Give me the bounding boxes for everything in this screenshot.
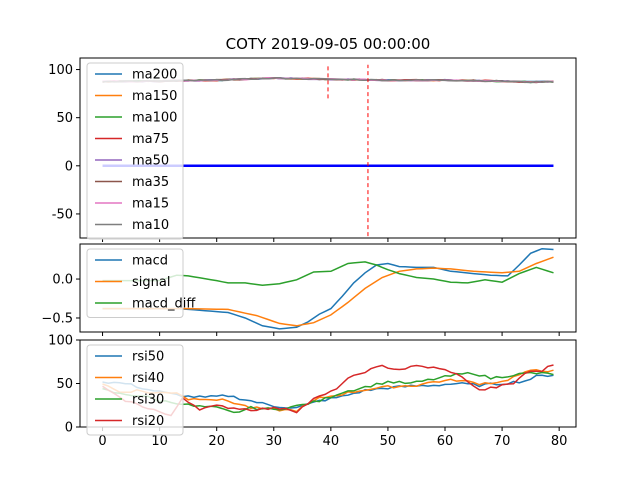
legend-label-ma75: ma75	[132, 132, 169, 147]
panel-rsi: 0 50 100 0 10 20 30 40 50 60 70 80 rsi50 rsi40 rsi30 rs…	[48, 334, 577, 449]
legend-label-rsi20: rsi20	[132, 414, 164, 429]
x-tick-label: 50	[380, 434, 397, 449]
x-tick-label: 80	[551, 434, 568, 449]
legend-label-ma150: ma150	[132, 89, 177, 104]
axes-frame-price-ma	[79, 57, 577, 239]
legend-box	[86, 248, 184, 318]
y-tick-label: 50	[56, 377, 73, 392]
y-tick-label: 50	[56, 111, 73, 126]
y-tick-label: 100	[48, 63, 73, 78]
legend-box	[86, 344, 184, 436]
x-tick-label: 60	[437, 434, 454, 449]
axes-frame-macd	[79, 243, 577, 333]
chart-title: COTY 2019-09-05 00:00:00	[226, 35, 431, 53]
x-tick-label: 40	[323, 434, 340, 449]
y-tick-label: -50	[52, 207, 73, 222]
legend-label-macd: macd	[132, 254, 168, 269]
x-tick-label: 70	[494, 434, 511, 449]
legend-label-ma50: ma50	[132, 154, 169, 169]
x-tick-label: 20	[208, 434, 225, 449]
y-tick-label: 0	[65, 159, 73, 174]
y-tick-label: 0.0	[52, 273, 73, 288]
panel-macd: −0.5 0.0 macd signal macd_diff	[41, 243, 577, 336]
legend-label-macd_diff: macd_diff	[132, 297, 196, 312]
y-tick-label: −0.5	[41, 311, 73, 326]
panel-price-ma: -50 0 50 100 ma200 ma150 ma100 ma75 ma50 ma35 ma15…	[48, 57, 577, 242]
legend-label-ma200: ma200	[132, 68, 177, 83]
legend-label-rsi50: rsi50	[132, 350, 164, 365]
legend-label-ma15: ma15	[132, 197, 169, 212]
legend-label-ma35: ma35	[132, 175, 169, 190]
x-tick-label: 30	[266, 434, 283, 449]
y-tick-label: 100	[48, 334, 73, 349]
x-tick-label: 0	[98, 434, 106, 449]
x-tick-label: 10	[151, 434, 168, 449]
legend-label-signal: signal	[132, 275, 170, 290]
legend-label-rsi40: rsi40	[132, 371, 164, 386]
legend-box	[86, 62, 184, 240]
legend-label-rsi30: rsi30	[132, 393, 164, 408]
legend-label-ma10: ma10	[132, 218, 169, 233]
y-tick-label: 0	[65, 421, 73, 436]
legend-label-ma100: ma100	[132, 111, 177, 126]
